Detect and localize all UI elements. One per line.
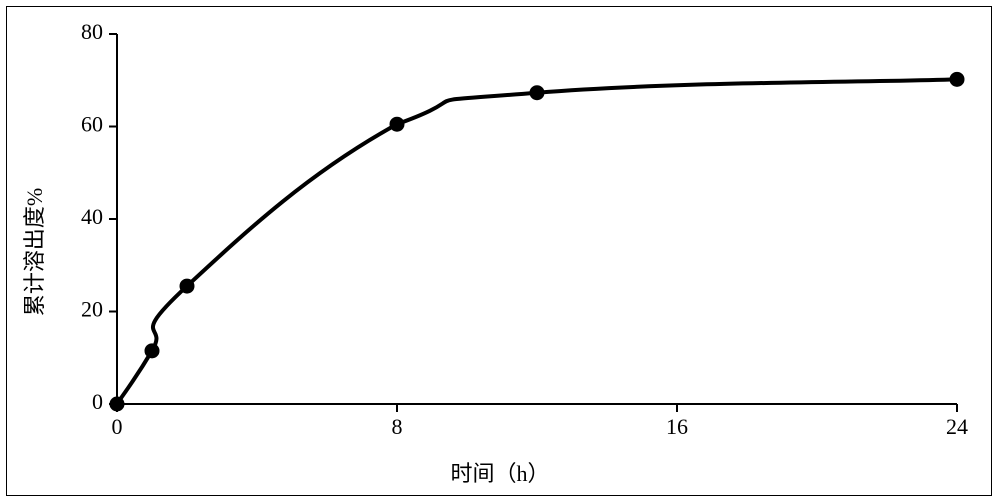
x-axis-title: 时间（h） xyxy=(0,456,1000,488)
chart-frame xyxy=(6,6,992,496)
x-axis-title-text: 时间（h） xyxy=(450,461,549,486)
y-axis-title: 累计溶出度% xyxy=(18,0,48,504)
y-axis-title-text: 累计溶出度% xyxy=(17,188,49,316)
dissolution-chart: 020406080081624 累计溶出度% 时间（h） xyxy=(0,0,1000,504)
